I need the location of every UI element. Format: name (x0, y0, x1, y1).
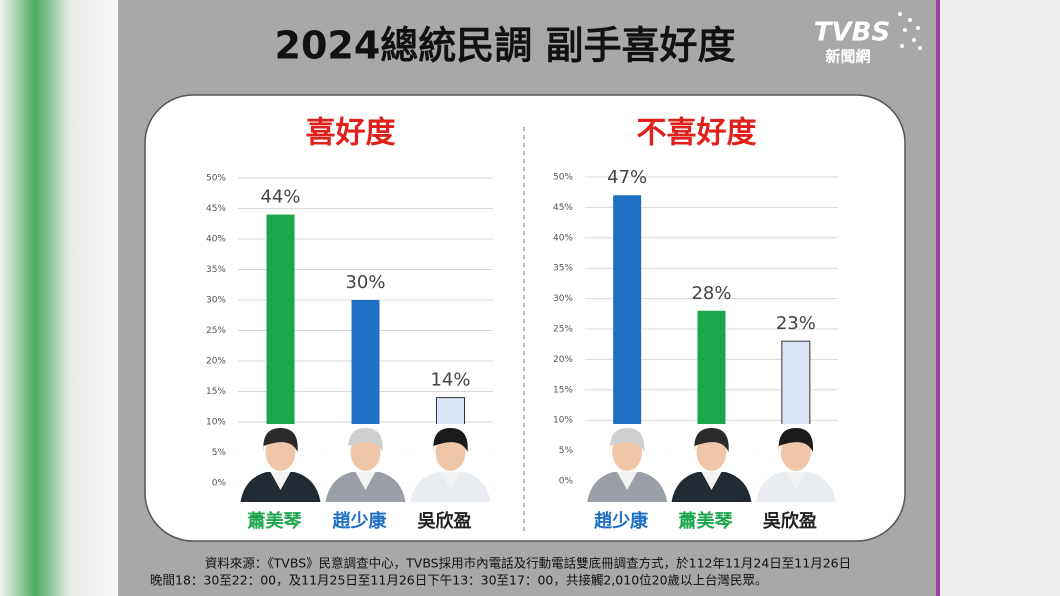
value-label: 14% (430, 370, 470, 391)
y-tick-label: 10% (553, 416, 573, 426)
y-tick-label: 40% (206, 235, 226, 245)
portrait-hair (433, 428, 468, 452)
y-tick-label: 5% (559, 446, 574, 456)
x-tick-label: 吳欣盈 (418, 510, 472, 532)
y-tick-label: 15% (553, 385, 573, 395)
portrait-hair (609, 428, 645, 452)
portrait-hair (778, 428, 814, 452)
portrait-collar (440, 472, 461, 490)
y-tick-label: 10% (206, 418, 226, 428)
y-tick-label: 50% (206, 174, 226, 184)
value-label: 30% (345, 272, 385, 293)
blurred-left (0, 0, 118, 596)
y-tick-label: 35% (206, 265, 226, 275)
y-tick-label: 15% (206, 387, 226, 397)
y-tick-label: 50% (553, 173, 573, 183)
y-tick-label: 5% (212, 448, 227, 458)
source-line: 晚間18：30至22：00，及11月25日至11月26日下午13：30至17：0… (150, 573, 768, 588)
portrait-collar (270, 472, 291, 490)
y-tick-label: 30% (553, 294, 573, 304)
portrait-collar (355, 472, 376, 490)
portrait-collar (617, 472, 638, 490)
y-tick-label: 45% (206, 204, 226, 214)
logo-dots (898, 12, 922, 50)
y-tick-label: 45% (553, 203, 573, 213)
y-tick-label: 40% (553, 233, 573, 243)
x-tick-label: 趙少康 (333, 510, 388, 532)
logo-brand: TVBS (814, 18, 890, 48)
y-tick-label: 25% (553, 325, 573, 335)
value-label: 28% (691, 283, 731, 304)
value-label: 44% (260, 187, 300, 208)
y-tick-label: 20% (206, 357, 226, 367)
y-tick-label: 0% (212, 479, 227, 489)
y-tick-label: 20% (553, 355, 573, 365)
chart-title: 不喜好度 (637, 116, 757, 151)
y-tick-label: 30% (206, 296, 226, 306)
y-tick-label: 0% (559, 477, 574, 487)
portrait-hair (694, 428, 729, 452)
blurred-right (940, 0, 1060, 596)
edge (936, 0, 940, 596)
title: 2024總統民調 副手喜好度 (275, 24, 736, 68)
source-line: 資料來源：《TVBS》民意調查中心，TVBS採用市內電話及行動電話雙底冊調查方式… (205, 556, 851, 571)
x-tick-label: 吳欣盈 (763, 510, 817, 532)
x-tick-label: 趙少康 (594, 510, 649, 532)
portrait-collar (701, 472, 722, 490)
logo-sub: 新聞網 (825, 48, 870, 66)
value-label: 23% (776, 313, 816, 334)
x-tick-label: 蕭美琴 (248, 510, 302, 532)
x-tick-label: 蕭美琴 (679, 510, 733, 532)
portrait-collar (785, 472, 806, 490)
chart-title: 喜好度 (306, 116, 396, 151)
value-label: 47% (607, 167, 647, 188)
portrait-hair (348, 428, 383, 452)
portrait-hair (263, 428, 298, 452)
y-tick-label: 25% (206, 326, 226, 336)
y-tick-label: 35% (553, 264, 573, 274)
